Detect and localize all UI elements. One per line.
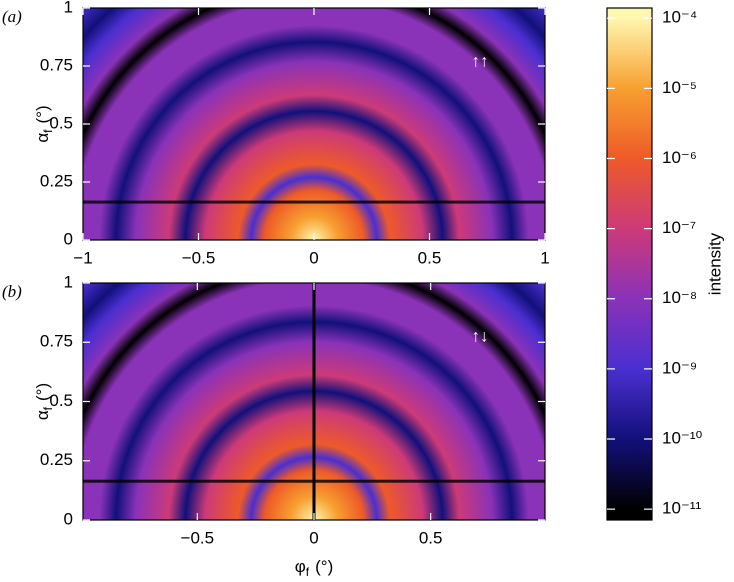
x-tick-label: −0.5 (182, 248, 216, 267)
axis-subscript: f (306, 565, 310, 579)
y-tick-label: 1 (64, 0, 73, 16)
heatmap-band (83, 200, 545, 204)
colorbar-tick-label: 10⁻¹¹ (662, 499, 702, 518)
colorbar-tick-label: 10⁻¹⁰ (662, 428, 703, 447)
colorbar-tick-label: 10⁻⁹ (662, 358, 697, 377)
axis-unit: (°) (315, 557, 333, 576)
panel-label: (b) (2, 282, 22, 301)
colorbar-tick-label: 10⁻⁴ (662, 8, 697, 27)
y-tick-label: 0.5 (49, 113, 73, 132)
axis-symbol: α (33, 410, 52, 420)
y-axis-label: αf (°) (33, 105, 55, 142)
heatmap (83, 8, 545, 240)
x-tick-label: −0.5 (181, 528, 215, 547)
y-tick-label: 0.75 (40, 55, 73, 74)
colorbar-tick-label: 10⁻⁵ (662, 78, 697, 97)
y-tick-label: 0.75 (40, 332, 73, 351)
y-tick-label: 0 (64, 229, 73, 248)
x-tick-label: 1 (540, 248, 549, 267)
y-tick-label: 0 (64, 509, 73, 528)
y-tick-label: 1 (64, 272, 73, 291)
colorbar-tick-label: 10⁻⁸ (662, 288, 697, 307)
colorbar-label: intensity (705, 232, 724, 295)
heatmap-image (83, 8, 545, 240)
x-axis-label: φf (°) (295, 557, 334, 579)
x-tick-label: 0 (309, 248, 318, 267)
axis-subscript: f (41, 406, 55, 410)
y-tick-label: 0.25 (40, 450, 73, 469)
axis-unit: (°) (33, 383, 52, 401)
x-tick-label: 0.5 (419, 528, 443, 547)
x-tick-label: 0 (309, 528, 318, 547)
panel-label: (a) (2, 7, 22, 26)
x-tick-label: 0.5 (418, 248, 442, 267)
colorbar (606, 7, 653, 521)
axis-symbol: α (33, 133, 52, 143)
y-tick-label: 0.25 (40, 171, 73, 190)
axis-symbol: φ (295, 557, 306, 576)
colorbar-tick-label: 10⁻⁷ (662, 218, 696, 237)
node-line (312, 283, 316, 520)
y-tick-label: 0.5 (49, 391, 73, 410)
annotation: ↑↓ (472, 326, 489, 345)
heatmap (83, 283, 545, 520)
annotation: ↑↑ (472, 51, 489, 70)
axis-subscript: f (41, 129, 55, 133)
axis-unit: (°) (33, 105, 52, 123)
y-axis-label: αf (°) (33, 383, 55, 420)
colorbar-tick-label: 10⁻⁶ (662, 148, 697, 167)
x-tick-label: −1 (73, 248, 92, 267)
